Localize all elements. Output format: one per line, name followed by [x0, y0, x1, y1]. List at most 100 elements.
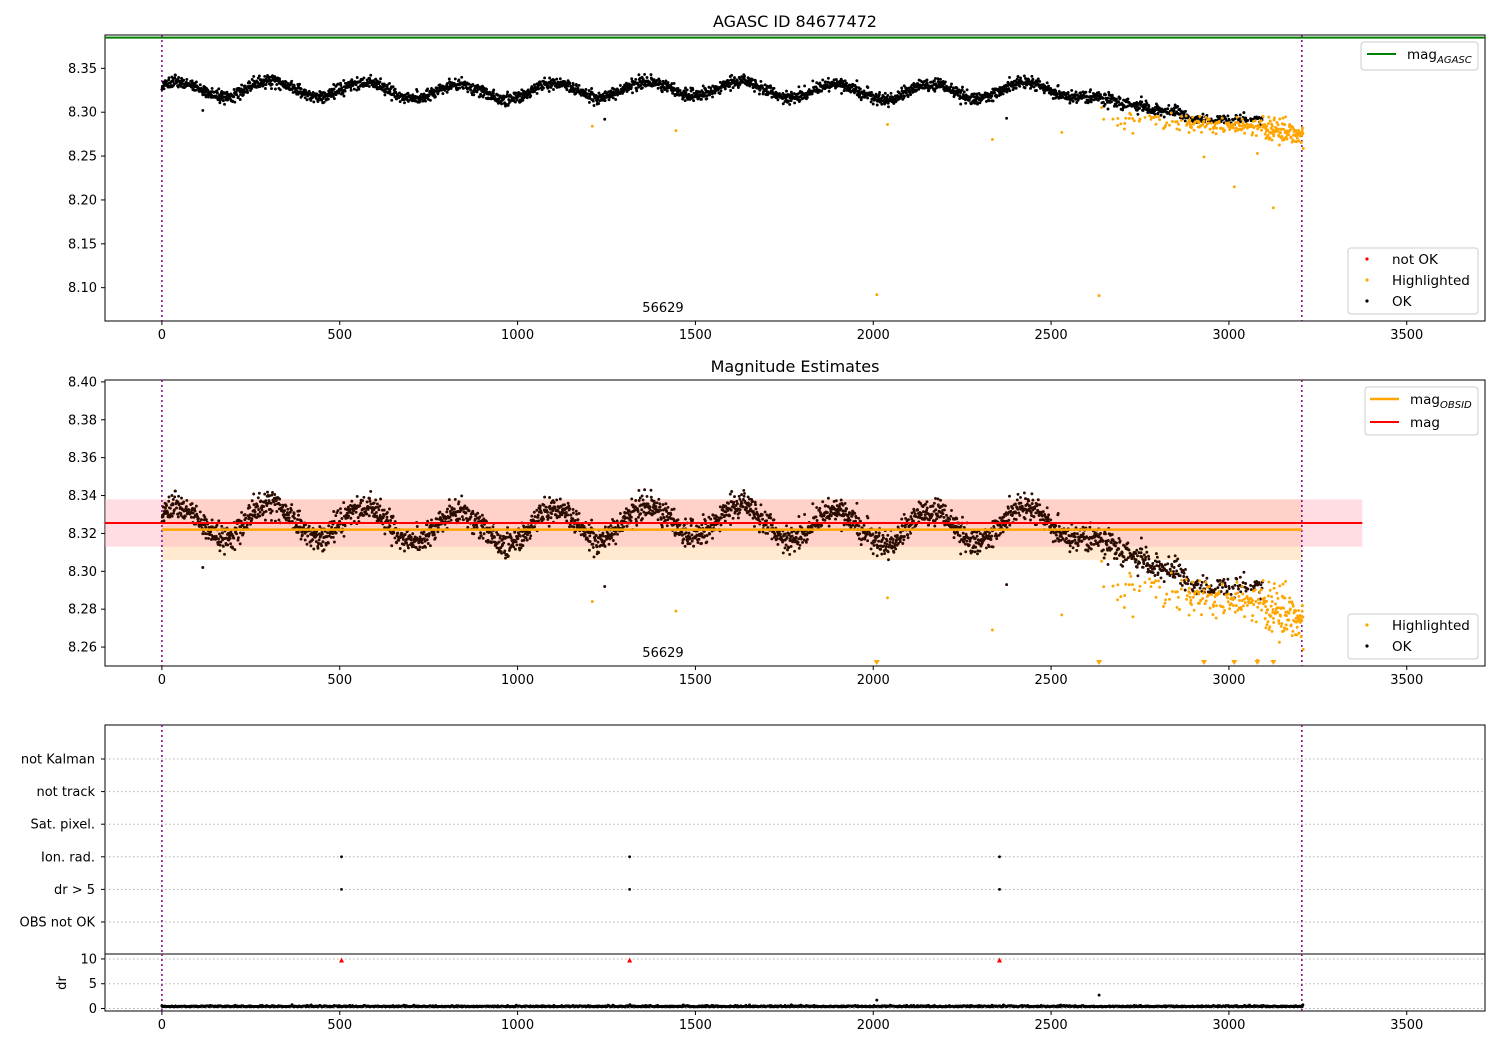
ok-point	[351, 512, 355, 516]
ok-point	[337, 525, 341, 529]
ok-point	[1045, 81, 1049, 85]
ok-point	[880, 102, 884, 106]
ok-point	[194, 88, 198, 92]
ok-point	[324, 543, 328, 547]
ok-point	[634, 77, 638, 81]
ok-point	[385, 515, 389, 519]
ok-point	[417, 548, 421, 552]
ok-point	[733, 76, 736, 80]
ok-point	[643, 488, 647, 492]
ok-point	[758, 87, 762, 91]
highlighted-point	[1202, 119, 1206, 123]
ok-point	[428, 98, 432, 102]
ok-point	[257, 491, 261, 495]
highlighted-point	[1214, 132, 1218, 136]
ok-point	[571, 83, 575, 87]
ok-point	[629, 85, 633, 89]
ok-point	[781, 102, 785, 106]
ok-point	[1030, 74, 1034, 78]
ok-point	[367, 84, 371, 88]
ok-point	[193, 509, 197, 513]
ok-point	[576, 518, 580, 522]
ok-point	[657, 497, 661, 501]
highlighted-point	[1131, 131, 1135, 135]
ok-point	[340, 86, 344, 90]
ok-point	[547, 524, 551, 528]
ok-point	[554, 513, 558, 517]
ok-point	[558, 77, 562, 81]
ok-point	[1117, 100, 1121, 104]
ok-point	[269, 501, 273, 505]
ok-point	[506, 554, 510, 558]
panel-mag-xtick-label-1000: 1000	[501, 673, 534, 688]
ok-point	[399, 536, 403, 539]
ok-point	[666, 505, 670, 509]
ok-point	[705, 540, 709, 544]
ok-point	[290, 503, 294, 507]
highlighted-point	[1270, 138, 1274, 142]
ok-point	[332, 540, 336, 544]
ok-point	[684, 531, 688, 535]
ok-point	[476, 83, 480, 87]
ok-point	[629, 515, 633, 519]
ok-point	[743, 74, 746, 78]
ok-point	[190, 502, 194, 506]
ok-point	[221, 99, 225, 103]
ok-point	[672, 507, 676, 511]
ok-point	[464, 511, 468, 515]
highlighted-point	[1268, 136, 1272, 140]
ok-point	[1227, 118, 1231, 122]
ok-point	[320, 532, 324, 536]
ok-point	[525, 96, 529, 100]
ok-point	[420, 541, 424, 545]
ok-point	[343, 89, 347, 93]
highlighted-point	[1190, 126, 1194, 130]
ok-point	[613, 532, 617, 536]
ok-point	[709, 89, 713, 93]
ok-point	[635, 523, 639, 527]
highlighted-point	[1154, 115, 1158, 119]
ok-point	[317, 538, 321, 542]
ok-point	[182, 500, 186, 504]
ok-point	[705, 97, 709, 101]
panel-agasc-xtick-label-3500: 3500	[1390, 328, 1423, 343]
ok-point	[342, 534, 346, 538]
ok-point	[513, 100, 517, 104]
panel-agasc-ytick-label-8.35: 8.35	[68, 62, 97, 77]
ok-point	[321, 540, 325, 544]
ok-point	[472, 532, 476, 536]
ok-point	[515, 543, 519, 547]
ok-point	[959, 102, 963, 106]
ok-point	[445, 90, 449, 94]
ok-point	[629, 519, 633, 523]
ok-point	[223, 102, 226, 106]
ok-point	[1136, 112, 1140, 116]
ok-point	[311, 538, 315, 542]
ok-point	[1084, 90, 1088, 94]
highlighted-point	[1200, 130, 1203, 134]
ok-point	[748, 77, 751, 81]
highlighted-point	[1254, 134, 1258, 138]
panel-agasc-ticks: 0 500 1000 1500 2000 2500 3000 35008.108.158.20…	[68, 62, 1423, 343]
ok-point	[566, 501, 570, 505]
ok-point	[342, 94, 346, 98]
ok-point	[406, 91, 410, 95]
ok-point	[392, 531, 396, 535]
ok-point	[422, 530, 426, 534]
ok-point	[378, 80, 382, 84]
ok-point	[388, 524, 392, 528]
ok-point	[381, 88, 385, 92]
ok-point	[204, 525, 208, 529]
ok-point	[374, 498, 378, 502]
ok-point	[305, 98, 309, 102]
ok-point	[331, 532, 335, 535]
ok-point	[648, 505, 652, 509]
ok-point	[1183, 119, 1187, 123]
ok-point	[745, 506, 749, 510]
ok-point	[659, 82, 663, 86]
ok-point	[538, 80, 542, 84]
ok-point	[528, 530, 532, 534]
ok-point	[336, 82, 340, 86]
ok-point	[481, 536, 485, 540]
ok-point	[670, 82, 674, 86]
